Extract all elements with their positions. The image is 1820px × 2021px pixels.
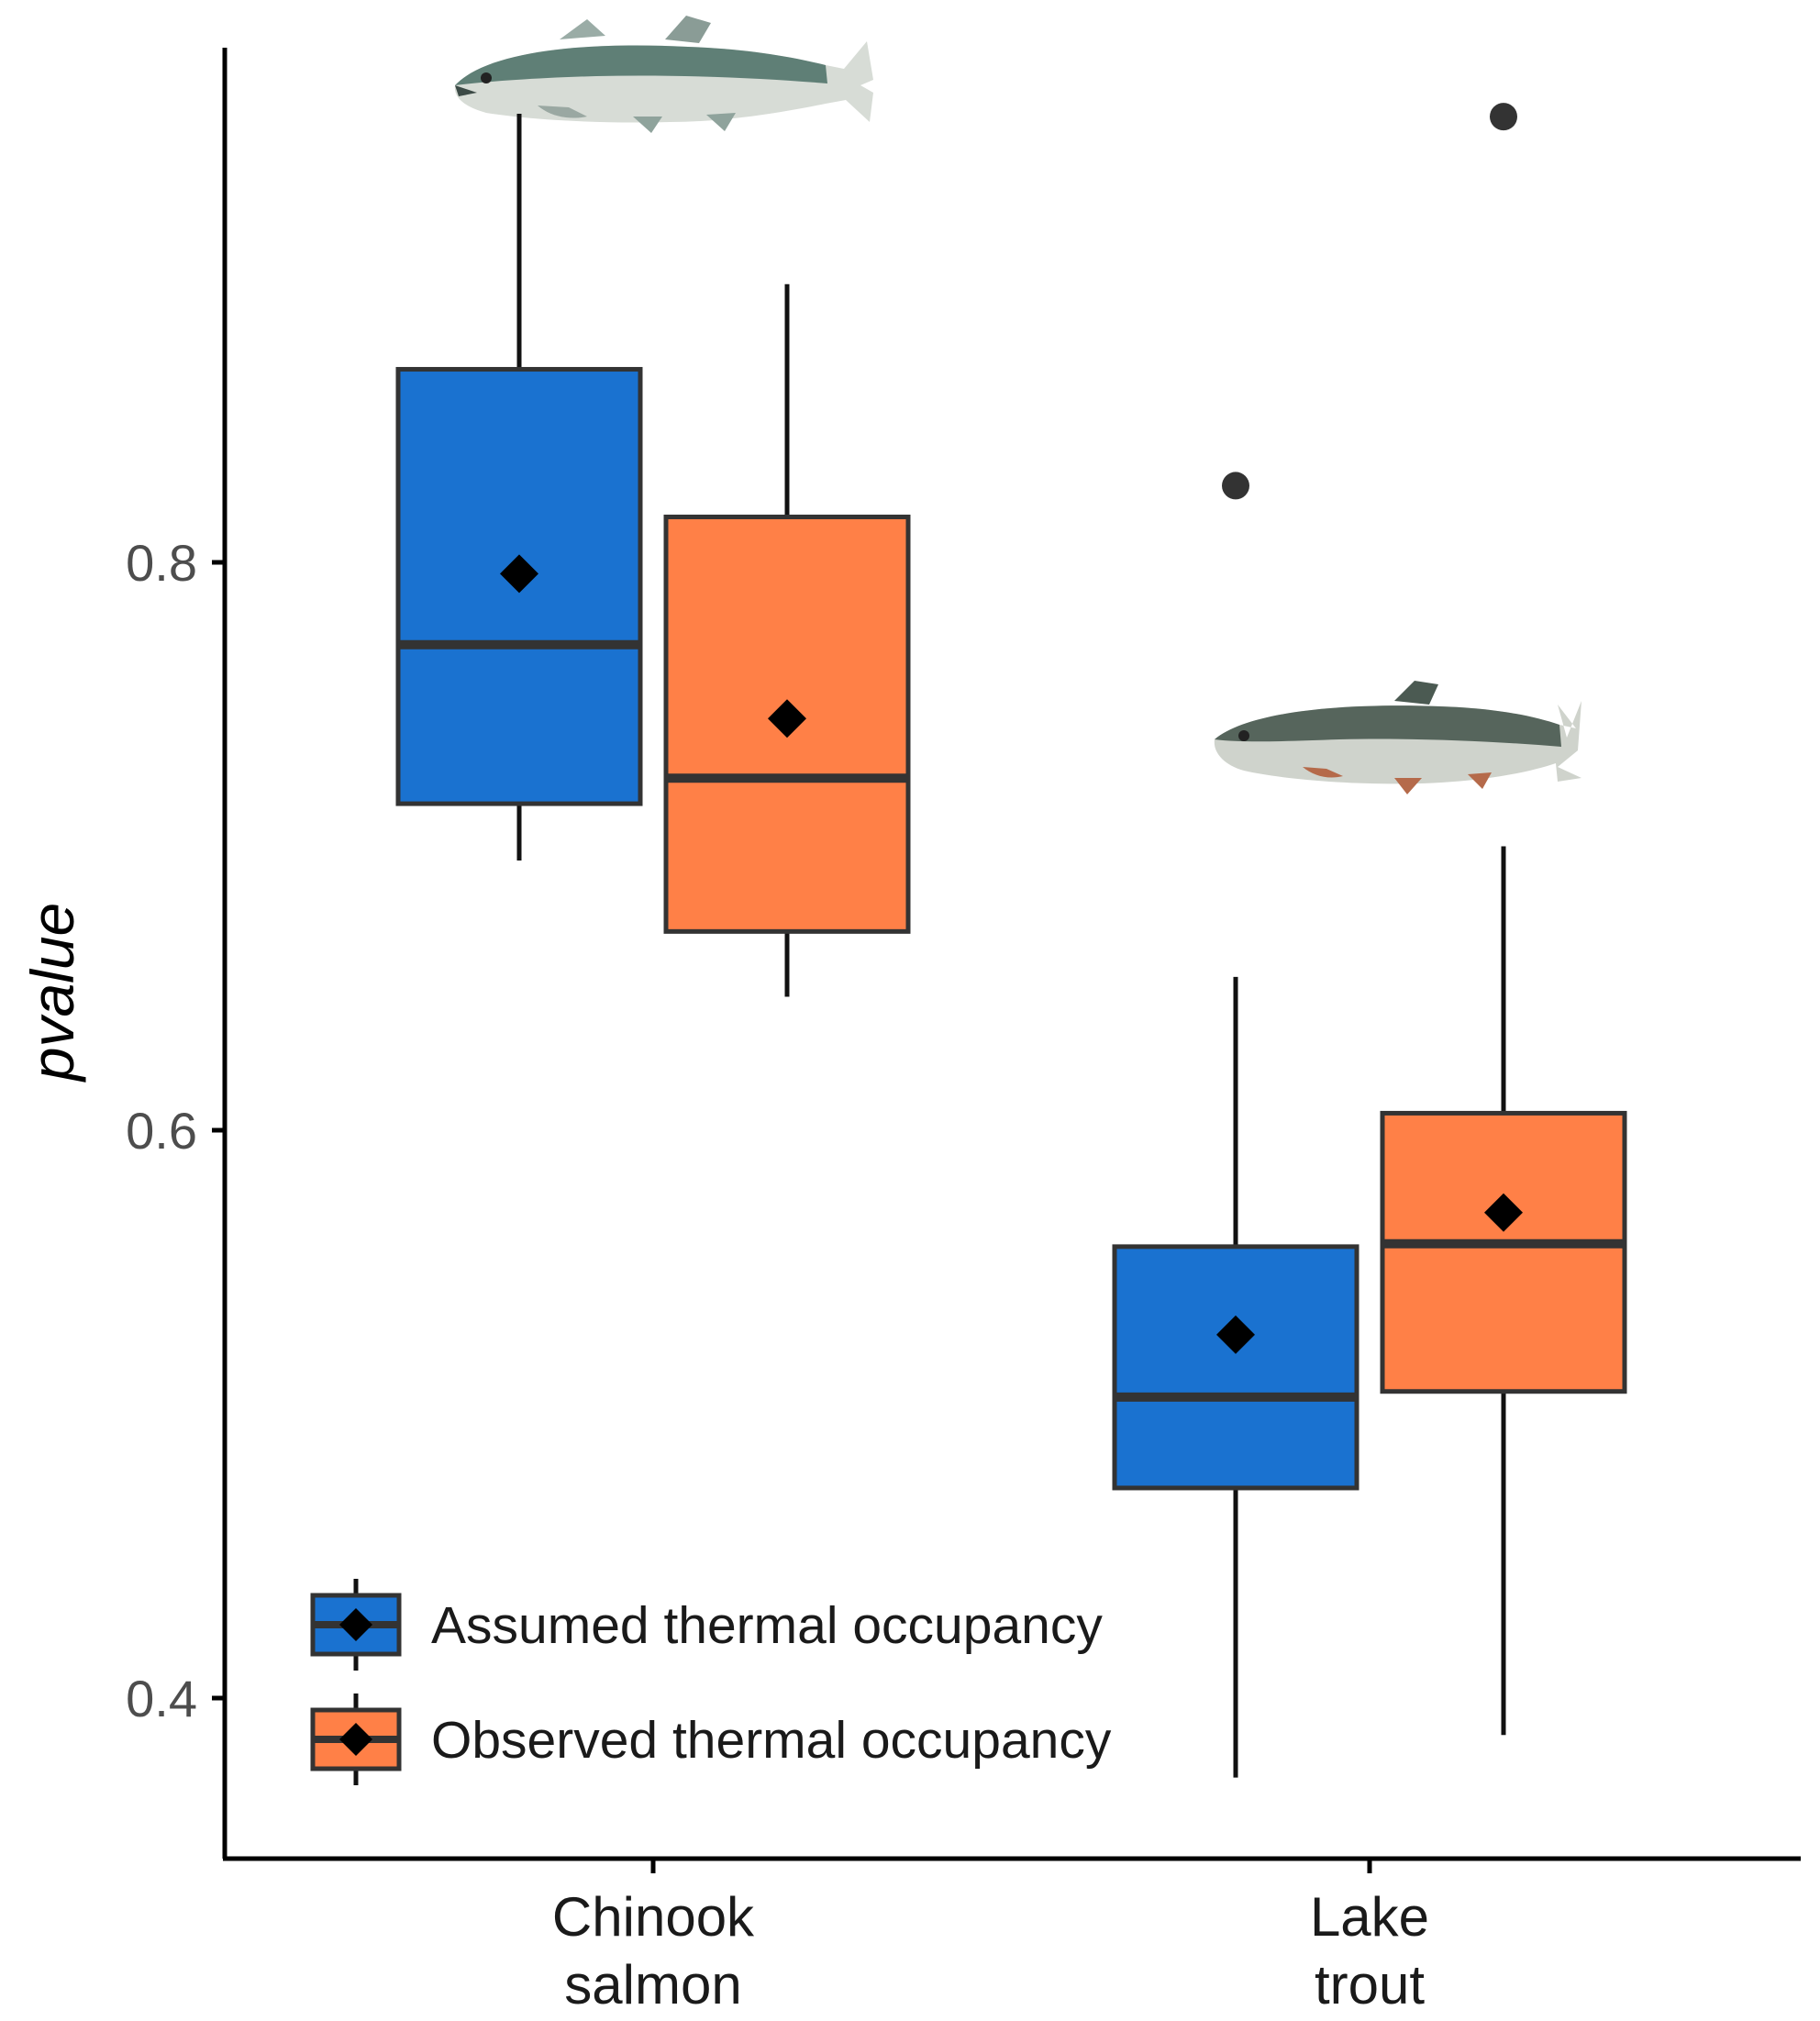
legend-key-mean (339, 1608, 372, 1641)
outlier-point (1490, 103, 1517, 131)
box-group (663, 283, 911, 997)
plot-area: 0.4 0.6 0.8 Chinook salmon Lake trout (126, 48, 1801, 2015)
legend-label: Observed thermal occupancy (431, 1711, 1112, 1770)
box-group (395, 113, 643, 861)
fish-illustrations (454, 16, 1581, 794)
mean-marker (1484, 1193, 1523, 1232)
x-tick-label-line: trout (1315, 1954, 1425, 2015)
legend-item: Observed thermal occupancy (310, 1693, 1112, 1785)
legend: Assumed thermal occupancy Observed therma… (310, 1579, 1112, 1785)
mean-marker (1216, 1315, 1255, 1354)
mean-marker (768, 699, 806, 738)
chinook-salmon-image (454, 16, 873, 133)
box (1380, 1110, 1627, 1394)
y-tick-label: 0.8 (126, 534, 197, 592)
legend-label: Assumed thermal occupancy (431, 1596, 1103, 1655)
y-axis-title: pvalue (18, 903, 86, 1083)
outlier-point (1222, 472, 1249, 500)
x-tick-label-line: Chinook (552, 1886, 755, 1948)
box-group (1380, 103, 1627, 1736)
x-tick-label-line: Lake (1310, 1886, 1429, 1948)
legend-key-mean (339, 1723, 372, 1756)
legend-item: Assumed thermal occupancy (310, 1579, 1103, 1671)
y-tick-label: 0.4 (126, 1670, 197, 1727)
mean-marker (500, 554, 538, 594)
x-tick-label: Chinook salmon (552, 1886, 755, 2015)
x-tick-label: Lake trout (1310, 1886, 1429, 2015)
box (1112, 1244, 1359, 1491)
x-tick-label-line: salmon (564, 1954, 741, 2015)
box-group (1112, 472, 1359, 1778)
y-tick-label: 0.6 (126, 1102, 197, 1160)
lake-trout-image (1214, 681, 1581, 794)
